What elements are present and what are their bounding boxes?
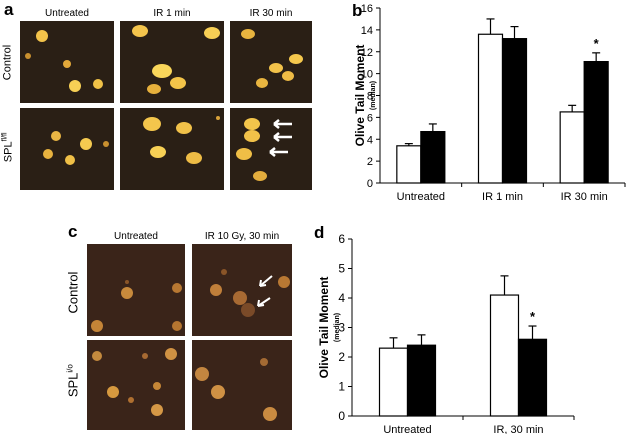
micrograph-a-spl-ir30 (230, 108, 312, 190)
panel-a-letter: a (4, 0, 14, 19)
y-axis-label: Olive Tail Moment (317, 277, 331, 379)
significance-asterisk: * (530, 309, 536, 324)
bar-series2-1 (501, 38, 528, 184)
y-tick-label: 4 (338, 291, 345, 305)
micrograph-c-spl-ir (192, 340, 292, 430)
micrograph-a-control-ir30 (230, 21, 312, 103)
micrograph-a-control-untreated (20, 21, 114, 103)
y-tick-label: 6 (338, 232, 345, 246)
category-label: IR 1 min (482, 191, 523, 203)
y-tick-label: 0 (367, 178, 373, 190)
panel-a-row-control: Control (1, 44, 14, 81)
micrograph-c-control-ir (192, 244, 292, 336)
y-axis-label: Olive Tail Moment (353, 45, 367, 147)
micrograph-a-spl-untreated (20, 108, 114, 190)
y-tick-label: 0 (338, 409, 345, 423)
y-tick-label: 1 (338, 380, 345, 394)
panel-c-col-untreated: Untreated (114, 231, 158, 242)
bar-series2-0 (406, 344, 437, 417)
y-tick-label: 6 (367, 112, 373, 124)
panel-c-col-ir: IR 10 Gy, 30 min (204, 231, 280, 242)
bar-series1-0 (396, 145, 422, 184)
bar-series1-1 (477, 33, 504, 184)
bar-series2-1 (517, 338, 548, 417)
y-tick-label: 2 (367, 156, 373, 168)
panel-c-row-control: Control (65, 271, 81, 314)
category-label: IR, 30 min (493, 424, 543, 434)
bar-series2-2 (583, 60, 609, 184)
y-tick-label: 12 (361, 47, 373, 59)
bar-series2-0 (420, 130, 446, 184)
y-tick-label: 10 (361, 69, 373, 81)
micrograph-a-spl-ir1 (120, 108, 224, 190)
arrow-icon (269, 147, 288, 157)
y-tick-label: 5 (338, 262, 345, 276)
y-tick-label: 14 (361, 25, 373, 37)
significance-asterisk: * (594, 36, 600, 51)
y-tick-label: 3 (338, 321, 345, 335)
category-label: Untreated (383, 424, 431, 434)
category-label: IR 30 min (561, 191, 608, 203)
panel-c-letter: c (68, 222, 78, 241)
bar-series1-0 (378, 347, 409, 417)
panel-c-row-spl: SPLi/o (65, 364, 81, 398)
panel-a-col-ir30: IR 30 min (249, 8, 293, 19)
category-label: Untreated (397, 191, 445, 203)
micrograph-a-control-ir1 (120, 21, 224, 103)
panel-d-letter: d (314, 223, 324, 242)
y-tick-label: 2 (338, 350, 345, 364)
arrow-icon (259, 275, 273, 287)
chart-b: b Olive Tail Moment (median) 0 2 4 6 8 10 12 14 16 U… (352, 1, 626, 203)
panel-a-row-spl: SPLfl/fl (1, 132, 15, 163)
arrow-icon (273, 119, 292, 129)
y-tick-label: 8 (367, 91, 373, 103)
bar-series1-1 (489, 294, 520, 417)
panel-a-col-ir1: IR 1 min (153, 8, 191, 19)
y-tick-label: 4 (367, 134, 373, 146)
y-tick-label: 16 (361, 3, 373, 15)
chart-d: d Olive Tail Moment (median) 0 1 2 3 4 5 6 Untreat… (314, 223, 575, 434)
micrograph-c-spl-untreated (87, 340, 185, 430)
panel-a-col-untreated: Untreated (45, 8, 89, 19)
arrow-icon (273, 132, 292, 142)
panel-b-letter: b (352, 1, 362, 20)
micrograph-c-control-untreated (87, 244, 185, 336)
bar-series1-2 (559, 111, 585, 184)
y-axis-sublabel: (median) (370, 81, 377, 110)
y-axis-sublabel: (median) (334, 313, 341, 342)
